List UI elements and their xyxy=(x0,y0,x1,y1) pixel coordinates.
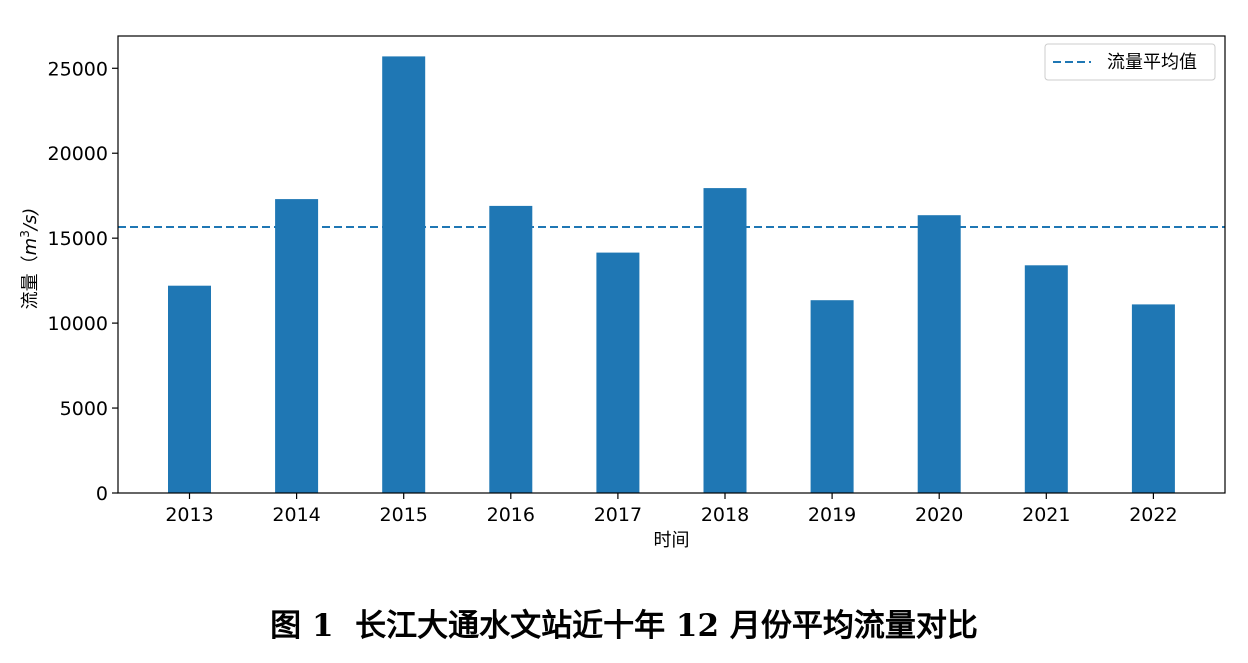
y-tick-label: 5000 xyxy=(60,398,108,420)
x-tick-label-2018: 2018 xyxy=(701,504,749,526)
x-tick-label-2022: 2022 xyxy=(1129,504,1177,526)
y-tick-label: 15000 xyxy=(48,228,108,250)
bar-2018 xyxy=(703,188,747,493)
x-tick-label-2013: 2013 xyxy=(165,504,213,526)
y-tick-label: 0 xyxy=(96,483,108,505)
y-axis-label-main: 流量（ xyxy=(20,255,41,309)
y-tick-label: 10000 xyxy=(48,313,108,335)
plot-frame xyxy=(117,35,1226,494)
bar-2017 xyxy=(596,252,640,493)
y-axis-label-unit-exp: 3 xyxy=(18,230,32,238)
x-tick-label-2016: 2016 xyxy=(487,504,535,526)
bar-2013 xyxy=(168,285,211,493)
bars-group xyxy=(168,56,1175,494)
x-axis-label: 时间 xyxy=(654,530,690,551)
bar-2020 xyxy=(917,215,961,493)
x-tick-label-2020: 2020 xyxy=(915,504,963,526)
bar-2021 xyxy=(1024,265,1068,493)
bar-2019 xyxy=(810,300,854,493)
y-axis-label-unit-m: m xyxy=(20,238,41,256)
y-axis-ticks: 0 5000 10000 15000 20000 25000 xyxy=(48,58,118,505)
bar-2016 xyxy=(489,205,533,493)
bar-2015 xyxy=(382,56,426,494)
x-tick-label-2015: 2015 xyxy=(380,504,428,526)
x-tick-label-2017: 2017 xyxy=(594,504,642,526)
y-axis-label: 流量（m3/s) xyxy=(18,208,41,310)
y-tick-label: 25000 xyxy=(48,58,108,80)
x-tick-label-2021: 2021 xyxy=(1022,504,1070,526)
x-tick-label-2014: 2014 xyxy=(272,504,320,526)
y-axis-label-unit-rest: /s) xyxy=(20,208,41,232)
bar-2022 xyxy=(1131,304,1175,493)
legend-label: 流量平均值 xyxy=(1107,52,1197,73)
figure-caption: 图 1 长江大通水文站近十年 12 月份平均流量对比 xyxy=(270,608,978,644)
x-tick-label-2019: 2019 xyxy=(808,504,856,526)
legend-box xyxy=(1044,43,1216,81)
legend: 流量平均值 xyxy=(1044,43,1216,81)
bar-2014 xyxy=(275,199,319,493)
x-axis-ticks: 2013 2014 2015 2016 2017 2018 2019 2020 2021 2022 xyxy=(165,493,1178,526)
y-tick-label: 20000 xyxy=(48,143,108,165)
